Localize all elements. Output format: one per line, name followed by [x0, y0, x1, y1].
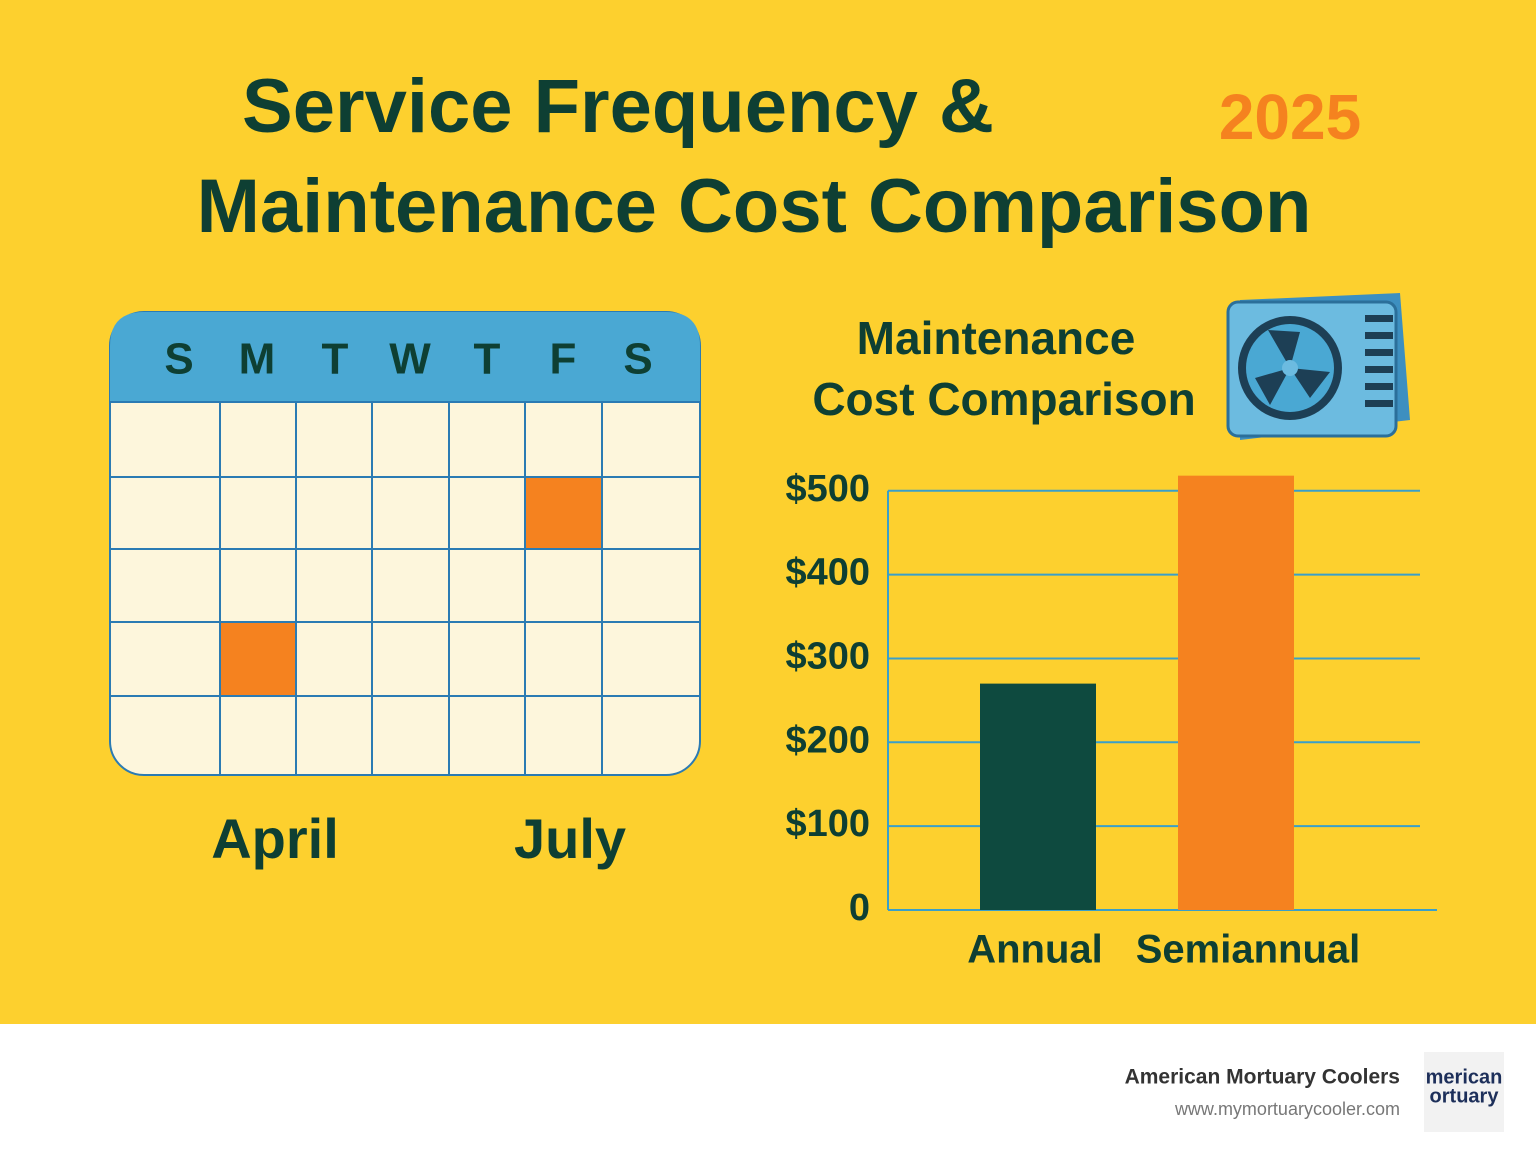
weekday-label: S [164, 335, 193, 384]
company-url: www.mymortuarycooler.com [1174, 1099, 1400, 1119]
y-tick-label: $500 [785, 468, 870, 510]
x-tick-label: Semiannual [1136, 928, 1361, 972]
y-tick-label: $200 [785, 719, 870, 761]
chart-title: Maintenance [857, 312, 1136, 364]
weekday-label: F [550, 335, 577, 384]
title: Service Frequency & [242, 64, 994, 149]
y-tick-label: 0 [849, 887, 870, 929]
footer-background [0, 1024, 1536, 1154]
year: 2025 [1219, 81, 1361, 153]
bar [1178, 475, 1294, 910]
calendar-header [110, 312, 700, 402]
weekday-label: M [239, 335, 276, 384]
logo [1424, 1052, 1504, 1132]
logo-text: merican [1426, 1066, 1503, 1088]
x-tick-label: Annual [967, 928, 1103, 972]
y-tick-label: $400 [785, 552, 870, 594]
highlight-day [220, 622, 296, 696]
weekday-label: T [322, 335, 349, 384]
company-name: American Mortuary Coolers [1125, 1066, 1400, 1089]
bar [980, 683, 1096, 910]
month-label: April [211, 807, 339, 870]
y-tick-label: $300 [785, 635, 870, 677]
weekday-label: T [474, 335, 501, 384]
calendar [109, 311, 701, 776]
ac-unit-icon [1226, 293, 1410, 440]
month-label: July [514, 807, 626, 870]
chart-title: Cost Comparison [812, 373, 1195, 425]
weekday-label: S [623, 335, 652, 384]
highlight-day [525, 477, 602, 549]
y-tick-label: $100 [785, 803, 870, 845]
title: Maintenance Cost Comparison [197, 164, 1312, 249]
weekday-label: W [389, 335, 431, 384]
logo-text: ortuary [1430, 1085, 1500, 1107]
